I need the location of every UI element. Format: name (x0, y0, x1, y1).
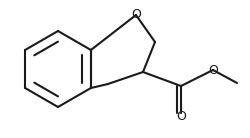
Text: O: O (176, 111, 186, 124)
Text: O: O (208, 63, 218, 76)
Text: O: O (131, 9, 141, 22)
